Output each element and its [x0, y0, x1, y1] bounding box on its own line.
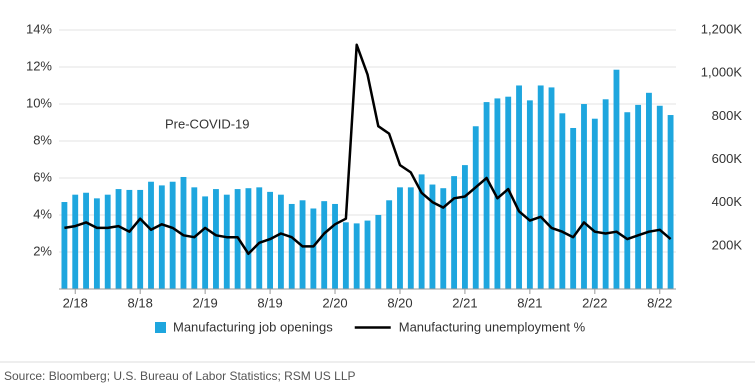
bar	[72, 194, 79, 289]
x-tick-label: 2/21	[452, 295, 477, 310]
line	[64, 43, 672, 256]
bar	[451, 176, 458, 289]
y2-tick-label: 800K	[712, 108, 743, 123]
bar	[93, 198, 100, 289]
bar	[83, 192, 89, 289]
bar	[429, 184, 436, 289]
bar	[646, 92, 652, 290]
y2-tick-label: 200K	[712, 237, 743, 252]
bar	[202, 196, 209, 289]
bar	[342, 222, 349, 289]
y-tick-label: 2%	[33, 243, 52, 258]
bar	[635, 104, 642, 289]
bar	[321, 201, 328, 289]
bar	[537, 85, 544, 289]
x-tick-label: 2/19	[192, 295, 217, 310]
legend-label: Manufacturing job openings	[173, 319, 333, 334]
legend-swatch	[155, 322, 166, 333]
bar	[353, 223, 360, 289]
bar	[126, 189, 133, 289]
y-tick-label: 14%	[26, 21, 52, 36]
bar	[461, 165, 468, 289]
bar	[180, 176, 187, 289]
x-tick-label: 8/22	[647, 295, 672, 310]
bar	[158, 185, 165, 289]
bar	[516, 85, 522, 289]
y-tick-label: 4%	[33, 206, 52, 221]
bar	[288, 203, 295, 289]
y2-tick-label: 1,200K	[701, 21, 743, 36]
bar	[667, 115, 674, 289]
x-tick-label: 2/20	[322, 295, 347, 310]
bar	[418, 174, 425, 289]
bar	[137, 189, 144, 289]
bar	[526, 100, 533, 289]
bar	[299, 200, 306, 289]
x-tick-label: 8/21	[517, 295, 542, 310]
y-tick-label: 10%	[26, 95, 52, 110]
x-tick-label: 8/19	[257, 295, 282, 310]
bar	[245, 188, 252, 289]
bar	[407, 187, 414, 289]
legend-label: Manufacturing unemployment %	[399, 319, 586, 334]
bar	[332, 203, 338, 289]
bar	[61, 202, 68, 289]
bar	[472, 126, 479, 290]
bar	[591, 118, 598, 290]
y2-tick-label: 400K	[712, 194, 743, 209]
bar	[505, 96, 512, 289]
bar	[656, 105, 663, 289]
source: Source: Bloomberg; U.S. Bureau of Labor …	[4, 369, 356, 383]
bar	[364, 220, 371, 289]
x-tick-label: 8/18	[128, 295, 153, 310]
bar	[602, 99, 609, 289]
bar	[223, 194, 230, 289]
y2-tick-label: 1,000K	[701, 65, 743, 80]
bar	[256, 187, 263, 289]
bar	[375, 214, 382, 289]
bar	[213, 189, 219, 289]
bar	[267, 191, 274, 289]
bar	[559, 113, 566, 289]
x-tick-label: 2/22	[582, 295, 607, 310]
bar	[581, 104, 587, 290]
bar	[440, 188, 447, 289]
x-tick-label: 8/20	[387, 295, 412, 310]
annotation: Pre-COVID-19	[165, 116, 250, 131]
y-tick-label: 12%	[26, 58, 52, 73]
bar	[148, 181, 154, 289]
bar	[613, 69, 620, 289]
y-tick-label: 6%	[33, 169, 52, 184]
bar	[310, 208, 317, 289]
bar	[624, 112, 631, 289]
y-tick-label: 8%	[33, 132, 52, 147]
bar	[570, 127, 577, 289]
bar	[169, 181, 176, 289]
y2-tick-label: 600K	[712, 151, 743, 166]
bar	[386, 200, 393, 289]
bar	[494, 98, 501, 290]
bar	[483, 102, 490, 289]
bar	[277, 194, 284, 289]
bar	[115, 189, 122, 289]
bar	[104, 194, 111, 289]
x-tick-label: 2/18	[63, 295, 88, 310]
bar	[548, 87, 555, 289]
bar	[397, 187, 403, 289]
